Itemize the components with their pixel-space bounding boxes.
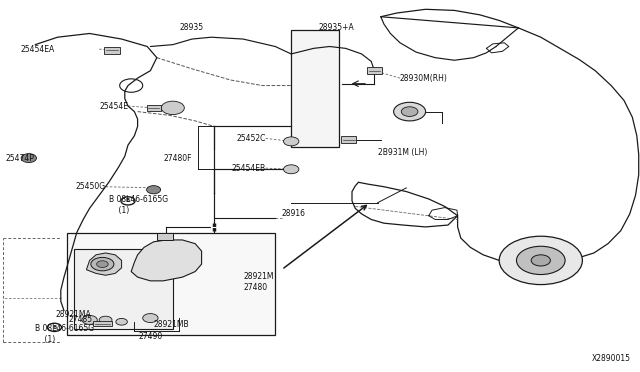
Text: X2890015: X2890015 (591, 354, 630, 363)
Text: 28935+A: 28935+A (318, 23, 354, 32)
Text: B: B (126, 198, 130, 203)
Text: B: B (52, 325, 56, 330)
Circle shape (284, 165, 299, 174)
Text: 25450G: 25450G (76, 182, 106, 191)
Text: 27490: 27490 (138, 332, 163, 341)
Bar (367, 67, 382, 74)
Text: B 08L46-6165G
    (1): B 08L46-6165G (1) (35, 324, 94, 344)
Text: 28916: 28916 (282, 209, 306, 218)
Bar (291, 30, 339, 147)
Text: 2B931M (LH): 2B931M (LH) (378, 148, 427, 157)
Circle shape (394, 102, 426, 121)
Circle shape (91, 257, 114, 271)
Text: 28930M(RH): 28930M(RH) (400, 74, 448, 83)
Text: 25452C: 25452C (236, 134, 266, 143)
Bar (93, 321, 112, 326)
Text: 25454E: 25454E (99, 102, 128, 110)
Text: 28921MA: 28921MA (56, 310, 92, 318)
Circle shape (516, 246, 565, 275)
Text: B 08L46-6165G
    (1): B 08L46-6165G (1) (109, 195, 168, 215)
Bar (104, 47, 120, 54)
Circle shape (47, 323, 61, 331)
Text: 28935: 28935 (180, 23, 204, 32)
Text: 27485: 27485 (68, 315, 93, 324)
Circle shape (284, 137, 299, 146)
Circle shape (82, 315, 97, 324)
Bar (74, 249, 173, 329)
Text: 27480F: 27480F (163, 154, 192, 163)
Text: 25454EB: 25454EB (232, 164, 266, 173)
Text: 25474P: 25474P (5, 154, 34, 163)
Circle shape (161, 101, 184, 115)
Text: 27480: 27480 (243, 283, 268, 292)
Circle shape (116, 318, 127, 325)
Circle shape (401, 107, 418, 116)
Bar (147, 105, 161, 111)
Circle shape (97, 261, 108, 267)
Circle shape (499, 236, 582, 285)
Circle shape (147, 186, 161, 194)
Circle shape (531, 255, 550, 266)
Text: 28921M: 28921M (243, 272, 274, 280)
Polygon shape (86, 253, 122, 275)
Text: 25454EA: 25454EA (20, 45, 54, 54)
Text: 28921MB: 28921MB (154, 320, 189, 329)
Circle shape (121, 197, 135, 205)
Bar (341, 136, 356, 143)
Circle shape (21, 154, 36, 163)
Bar (67, 232, 275, 335)
Polygon shape (157, 232, 173, 240)
Polygon shape (131, 240, 202, 281)
Circle shape (143, 314, 158, 323)
Circle shape (99, 316, 112, 324)
